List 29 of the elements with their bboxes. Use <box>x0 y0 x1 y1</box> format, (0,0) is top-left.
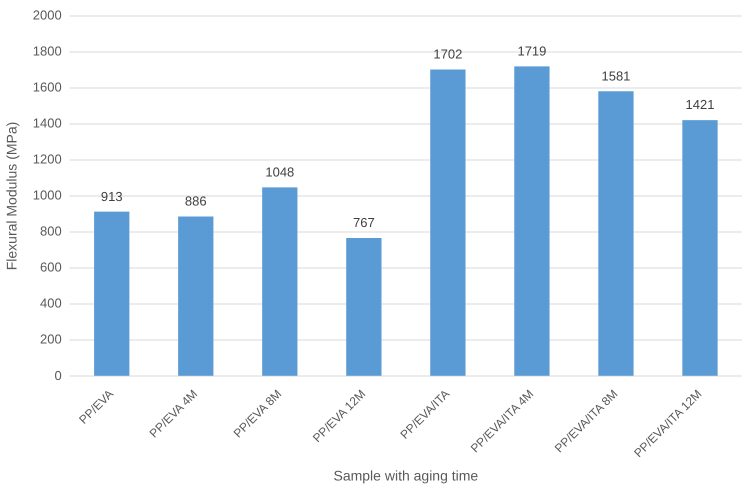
y-tick-label: 200 <box>40 332 62 347</box>
bar <box>430 70 466 376</box>
y-tick-label: 1800 <box>32 43 62 58</box>
y-tick-label: 1200 <box>32 152 62 167</box>
data-label: 1421 <box>686 97 714 112</box>
bar <box>598 91 634 376</box>
y-tick-label: 2000 <box>32 7 62 22</box>
bar <box>262 187 298 376</box>
y-tick-label: 1600 <box>32 79 62 94</box>
data-label: 913 <box>100 188 123 204</box>
data-label: 1719 <box>517 44 546 59</box>
bar <box>94 212 130 376</box>
y-tick-label: 600 <box>40 260 62 275</box>
y-tick-label: 800 <box>40 224 62 239</box>
y-axis-title: Flexural Modulus (MPa) <box>3 122 20 270</box>
bar <box>514 66 550 376</box>
data-label: 1702 <box>433 46 462 62</box>
data-label: 1048 <box>265 164 294 180</box>
data-label: 767 <box>352 215 375 230</box>
y-tick-label: 0 <box>54 368 62 383</box>
data-label: 886 <box>184 194 207 209</box>
bar <box>178 216 214 376</box>
data-label: 1581 <box>601 68 630 84</box>
y-tick-label: 400 <box>40 296 62 311</box>
y-tick-label: 1400 <box>32 116 62 130</box>
bar <box>682 120 718 376</box>
bar <box>346 238 382 376</box>
x-axis-title: Sample with aging time <box>333 467 478 484</box>
y-tick-label: 1000 <box>32 188 62 203</box>
